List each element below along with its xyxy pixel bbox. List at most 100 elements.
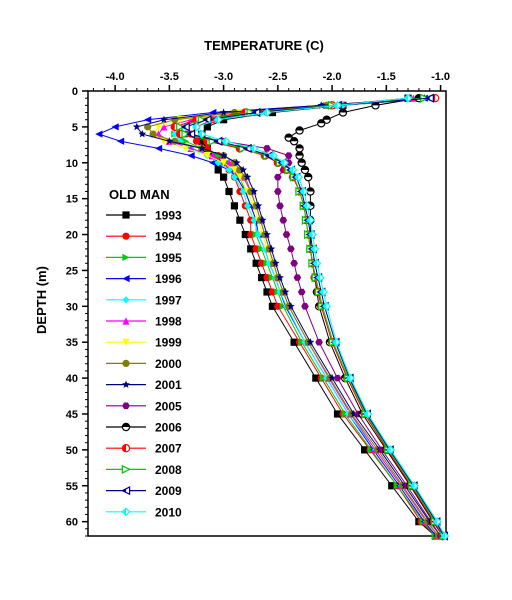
legend-label: 1998 <box>155 315 182 329</box>
legend-entry: 2007 <box>106 442 182 456</box>
x-tick-label: -3.0 <box>214 71 233 83</box>
marker-fill <box>214 139 219 144</box>
y-axis-title: DEPTH (m) <box>34 266 49 334</box>
marker-fill <box>222 137 226 145</box>
marker-fill <box>122 508 126 516</box>
legend-entry: 1998 <box>106 315 182 329</box>
data-point <box>192 122 201 132</box>
y-tick-label: 20 <box>66 230 78 242</box>
legend-label: 2009 <box>155 484 182 498</box>
marker-fill <box>303 202 308 210</box>
legend-marker <box>122 317 130 325</box>
data-point <box>261 245 269 253</box>
data-point <box>302 201 312 211</box>
data-point <box>197 144 206 152</box>
marker-fill <box>252 110 257 115</box>
data-point <box>262 108 272 117</box>
legend: OLD MAN 1993 1994 1995 1996 1997 1998 1999 2000… <box>100 184 220 529</box>
data-point <box>263 274 271 282</box>
data-point <box>268 288 277 296</box>
marker-fill <box>285 134 293 138</box>
data-point <box>236 173 244 181</box>
y-axis-ticks: 0 5 10 15 20 25 30 35 40 45 50 55 60 <box>66 86 88 537</box>
data-point <box>290 259 298 267</box>
marker-fill <box>313 259 317 267</box>
data-point <box>187 151 195 160</box>
data-point <box>254 201 263 210</box>
legend-marker <box>122 253 130 261</box>
legend-entry: 2001 <box>106 378 182 392</box>
data-point <box>269 151 278 161</box>
data-point <box>241 230 249 239</box>
data-point <box>221 136 231 146</box>
legend-marker <box>122 338 130 346</box>
legend-label: 1996 <box>155 272 182 286</box>
data-point <box>252 245 260 253</box>
y-tick-label: 10 <box>66 158 78 170</box>
data-point <box>267 244 276 253</box>
marker-fill <box>441 532 445 540</box>
data-point <box>252 259 260 267</box>
series-2010 <box>192 93 450 541</box>
data-point <box>317 101 326 109</box>
data-point <box>243 172 252 181</box>
data-point <box>289 137 299 146</box>
marker-fill <box>300 187 304 196</box>
data-point <box>279 216 288 224</box>
data-point <box>257 259 266 267</box>
data-point <box>258 216 267 224</box>
marker-fill <box>433 518 438 526</box>
marker-fill <box>192 123 197 131</box>
legend-entry: 1999 <box>106 336 182 350</box>
y-tick-label: 45 <box>66 409 78 421</box>
marker-fill <box>122 488 126 493</box>
legend-marker <box>121 507 131 517</box>
data-point <box>300 165 310 175</box>
legend-marker <box>122 232 130 240</box>
data-point <box>312 374 320 382</box>
data-point <box>410 481 419 491</box>
y-tick-label: 0 <box>72 86 78 98</box>
x-tick-label: -2.0 <box>323 71 342 83</box>
data-point <box>274 302 282 310</box>
marker-fill <box>182 125 186 129</box>
data-point <box>386 445 396 455</box>
data-point <box>165 137 174 145</box>
x-tick-label: -3.5 <box>160 71 179 83</box>
legend-marker <box>122 359 130 367</box>
data-point <box>333 100 342 110</box>
marker-fill <box>410 482 415 490</box>
legend-entry: 2009 <box>106 484 182 498</box>
data-point <box>279 158 289 168</box>
marker-fill <box>317 119 325 124</box>
x-tick-label: -1.0 <box>431 71 450 83</box>
data-point <box>274 188 282 195</box>
legend-label: 1993 <box>155 209 182 223</box>
marker-fill <box>269 151 274 160</box>
data-point <box>220 159 228 167</box>
marker-fill <box>387 446 391 454</box>
data-point <box>149 130 157 138</box>
data-point <box>294 172 303 182</box>
legend-entry: 1994 <box>106 230 182 244</box>
legend-label: 2010 <box>155 505 182 519</box>
legend-entry: 2000 <box>106 357 182 371</box>
data-point <box>304 172 313 182</box>
marker-fill <box>243 146 248 151</box>
marker-fill <box>301 166 309 170</box>
marker-fill <box>290 137 298 142</box>
series-layer <box>95 93 450 541</box>
marker-fill <box>339 108 347 113</box>
data-point <box>186 129 196 139</box>
data-point <box>299 187 309 196</box>
data-point <box>268 302 277 310</box>
data-point <box>236 216 244 224</box>
legend-entry: 2006 <box>106 421 182 435</box>
data-point <box>403 93 413 103</box>
data-point <box>349 409 358 418</box>
data-point <box>284 152 293 159</box>
marker-fill <box>203 117 208 122</box>
data-point <box>263 230 271 238</box>
data-point <box>144 123 152 131</box>
